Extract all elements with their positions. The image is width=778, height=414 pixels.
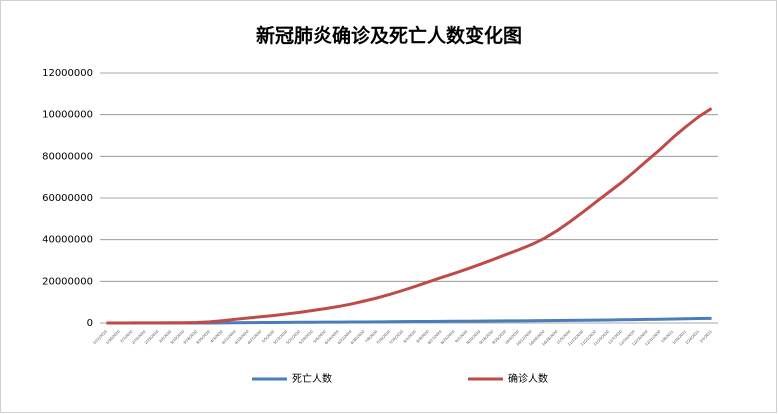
y-tick-label: 60000000 xyxy=(42,193,93,204)
series-line xyxy=(106,107,713,325)
y-tick-label: 20000000 xyxy=(42,276,93,287)
y-tick-label: 0 xyxy=(87,318,93,329)
chart-title: 新冠肺炎确诊及死亡人数变化图 xyxy=(256,24,522,47)
y-tick-label: 40000000 xyxy=(42,235,93,246)
legend-label: 确诊人数 xyxy=(508,372,548,385)
legend-label: 死亡人数 xyxy=(292,372,332,385)
y-tick-label: 80000000 xyxy=(42,151,93,162)
y-tick-label: 10000000 xyxy=(42,110,93,121)
y-tick-label: 12000000 xyxy=(42,68,93,79)
